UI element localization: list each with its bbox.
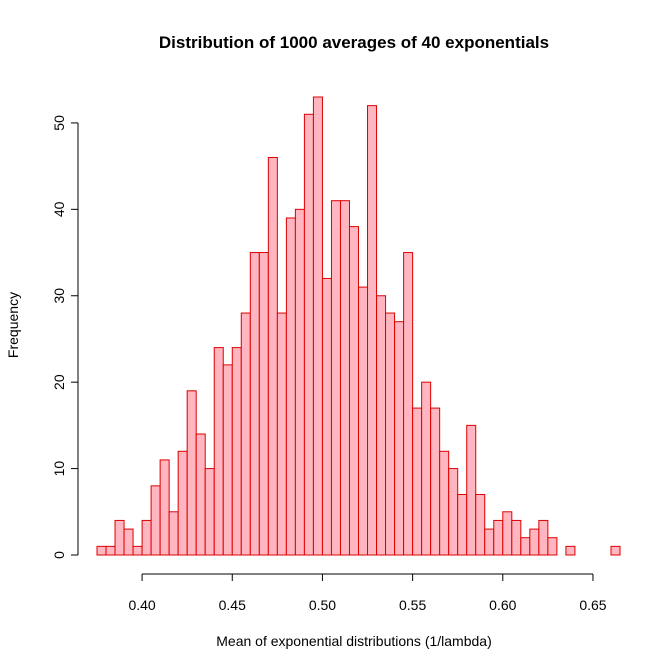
- chart-title: Distribution of 1000 averages of 40 expo…: [159, 33, 549, 52]
- histogram-bar: [502, 511, 513, 556]
- histogram-bar: [195, 433, 206, 556]
- histogram-bar: [330, 200, 341, 556]
- histogram-bar: [321, 277, 332, 556]
- histogram-bar: [610, 545, 621, 556]
- y-tick-label: 20: [51, 374, 67, 390]
- histogram-bar: [96, 545, 107, 556]
- histogram-bar: [168, 511, 179, 556]
- histogram-bar: [159, 459, 170, 556]
- histogram-bar: [565, 545, 576, 556]
- histogram-bar: [421, 381, 432, 556]
- x-tick-label: 0.55: [399, 597, 426, 613]
- histogram-bar: [177, 450, 188, 556]
- histogram-bar: [385, 312, 396, 556]
- histogram-bar: [547, 537, 558, 556]
- x-tick-label: 0.50: [309, 597, 336, 613]
- histogram-bar: [222, 364, 233, 556]
- histogram-bar: [520, 537, 531, 556]
- y-axis: 0 10 20 30 40 50: [51, 115, 79, 559]
- y-tick-label: 0: [51, 551, 67, 559]
- histogram-bar: [448, 468, 459, 556]
- histogram-bar: [285, 217, 296, 556]
- histogram-bar: [150, 485, 161, 556]
- histogram-bar: [303, 113, 314, 556]
- histogram-bar: [249, 252, 260, 556]
- y-tick-label: 50: [51, 115, 67, 131]
- x-axis: 0.40 0.45 0.50 0.55 0.60 0.65: [128, 573, 607, 613]
- histogram-bar: [132, 545, 143, 556]
- y-tick-label: 30: [51, 288, 67, 304]
- histogram-bar: [186, 390, 197, 556]
- histogram-bar: [358, 286, 369, 556]
- histogram-bar: [403, 252, 414, 556]
- histogram-bar: [231, 347, 242, 556]
- histogram-bar: [511, 519, 522, 556]
- histogram-bar: [240, 312, 251, 556]
- histogram-bar: [114, 519, 125, 556]
- x-axis-label: Mean of exponential distributions (1/lam…: [216, 633, 492, 649]
- x-tick-label: 0.60: [489, 597, 516, 613]
- histogram-bar: [475, 494, 486, 556]
- histogram-bar: [312, 96, 323, 556]
- histogram-bar: [538, 519, 549, 556]
- histogram-bar: [267, 156, 278, 556]
- histogram-bar: [105, 545, 116, 556]
- histogram-bar: [348, 226, 360, 556]
- histogram-bar: [123, 528, 134, 556]
- histogram-bar: [294, 208, 305, 556]
- y-tick-label: 40: [51, 201, 67, 217]
- histogram-bar: [457, 494, 468, 556]
- histogram-bar: [204, 468, 215, 556]
- histogram-bar: [276, 312, 287, 556]
- histogram-bar: [466, 424, 477, 556]
- histogram-bar: [484, 528, 495, 556]
- histogram-bar: [258, 252, 269, 556]
- histogram-bar: [394, 321, 405, 556]
- x-tick-label: 0.65: [579, 597, 606, 613]
- x-tick-label: 0.40: [128, 597, 155, 613]
- histogram-bar: [529, 528, 540, 556]
- histogram-bar: [213, 347, 224, 556]
- histogram-bar: [339, 200, 350, 556]
- x-tick-label: 0.45: [219, 597, 246, 613]
- histogram-bar: [430, 407, 441, 556]
- bars-group: [96, 96, 621, 556]
- histogram-bar: [376, 295, 387, 556]
- histogram-bar: [367, 105, 378, 556]
- histogram-bar: [141, 519, 152, 556]
- y-axis-label: Frequency: [5, 292, 21, 358]
- y-tick-label: 10: [51, 461, 67, 477]
- histogram-bar: [412, 407, 423, 556]
- histogram-bar: [439, 450, 450, 556]
- histogram-bar: [493, 519, 504, 556]
